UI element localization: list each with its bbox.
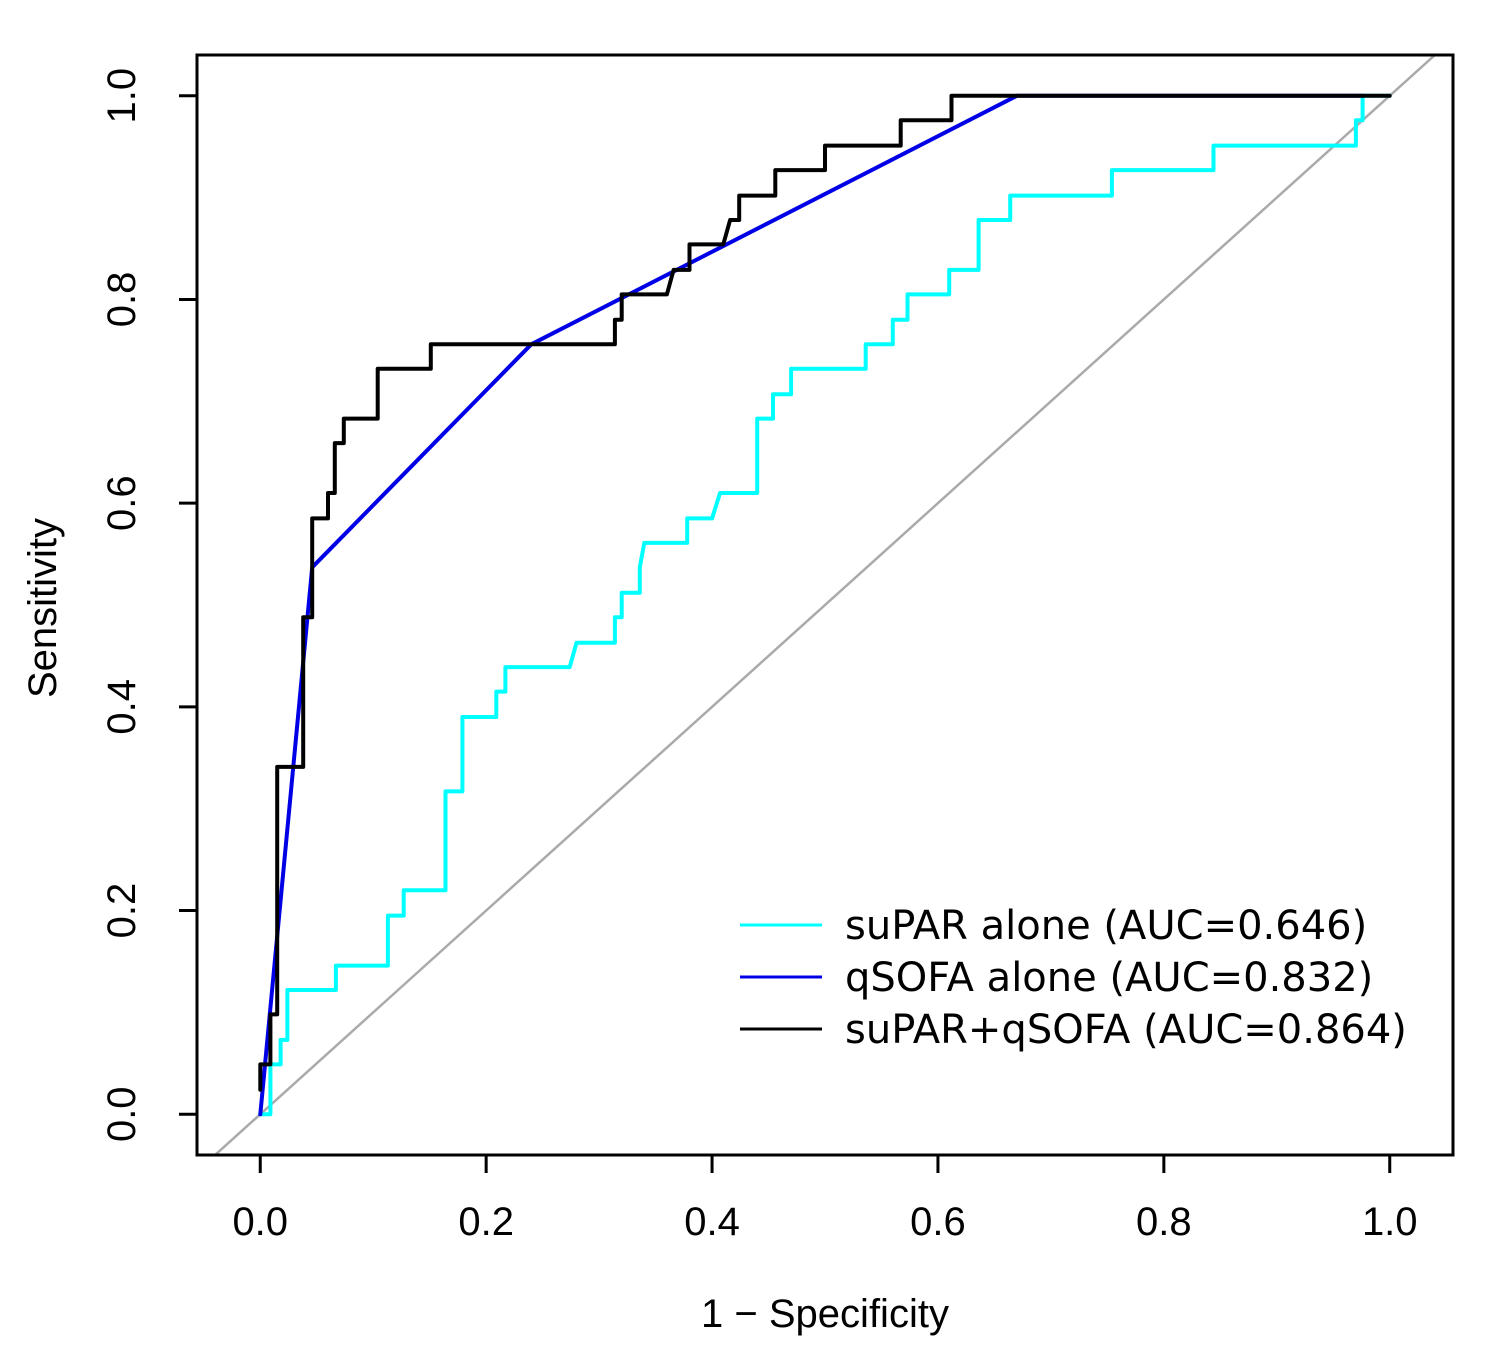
x-tick-label: 1.0 <box>1362 1200 1418 1244</box>
y-axis-title: Sensitivity <box>21 518 65 698</box>
legend-label: suPAR alone (AUC=0.646) <box>845 903 1367 949</box>
y-tick-label: 0.8 <box>100 272 144 328</box>
x-axis: 0.0 0.2 0.4 0.6 0.8 1.0 <box>232 1155 1418 1244</box>
legend-label: qSOFA alone (AUC=0.832) <box>845 955 1373 1001</box>
series-layer <box>258 93 1392 1117</box>
plot-frame <box>195 53 1455 1157</box>
x-tick-label: 0.2 <box>458 1200 514 1244</box>
y-tick-label: 0.2 <box>100 883 144 939</box>
plot-area <box>213 55 1437 1155</box>
roc-curve-3 <box>258 93 1392 1092</box>
legend-label: suPAR+qSOFA (AUC=0.864) <box>845 1007 1407 1053</box>
x-tick-label: 0.4 <box>684 1200 740 1244</box>
reference-diagonal-line <box>213 55 1437 1155</box>
x-tick-label: 0.0 <box>232 1200 288 1244</box>
y-tick-label: 0.4 <box>100 679 144 735</box>
y-tick-label: 0.6 <box>100 475 144 531</box>
legend: suPAR alone (AUC=0.646) qSOFA alone (AUC=… <box>740 903 1407 1053</box>
y-tick-label: 1.0 <box>100 68 144 124</box>
x-axis-title: 1 − Specificity <box>701 1292 949 1336</box>
x-tick-label: 0.8 <box>1136 1200 1192 1244</box>
y-axis: 0.0 0.2 0.4 0.6 0.8 1.0 <box>100 68 197 1142</box>
x-tick-label: 0.6 <box>910 1200 966 1244</box>
roc-curve-1 <box>258 93 1392 1117</box>
y-tick-label: 0.0 <box>100 1086 144 1142</box>
